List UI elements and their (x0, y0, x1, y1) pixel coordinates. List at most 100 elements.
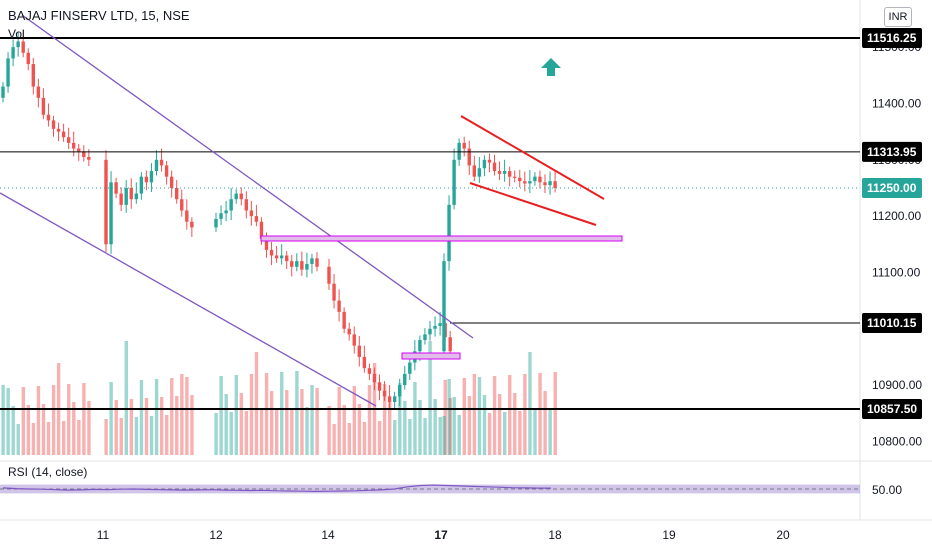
volume-bar (62, 421, 66, 455)
volume-bar (229, 412, 233, 455)
candle-body (295, 261, 299, 267)
candle-body (392, 396, 397, 402)
candle-body (77, 148, 81, 152)
time-tick-label: 14 (321, 528, 335, 542)
rsi-line (2, 484, 551, 493)
volume-bar (234, 375, 238, 455)
volume-bar (31, 423, 36, 455)
volume-bar (452, 397, 456, 455)
candle-body (66, 137, 71, 143)
volume-bar (259, 410, 264, 455)
volume-bar (119, 418, 123, 455)
candle-body (175, 187, 179, 200)
candle-body (423, 334, 427, 341)
candle-body (46, 114, 51, 121)
level-price-tag (862, 399, 922, 419)
candle-body (290, 261, 294, 267)
volume-bar (46, 422, 51, 455)
level-price-label: 11516.25 (867, 31, 917, 45)
volume-bar (342, 405, 346, 455)
candle-body (433, 325, 437, 329)
candle-body (372, 373, 377, 383)
volume-bar (72, 402, 76, 455)
volume-bar (315, 388, 319, 455)
time-tick-label: 17 (434, 528, 448, 542)
up-arrow-icon (541, 58, 561, 76)
volume-bar (553, 372, 557, 455)
time-tick-label: 19 (662, 528, 676, 542)
candle-body (438, 323, 442, 326)
volume-label: Vol (8, 27, 25, 41)
volume-bar (51, 385, 56, 455)
candle-body (447, 204, 451, 262)
volume-bar (114, 400, 118, 455)
volume-bar (87, 401, 91, 455)
candle-body (244, 199, 248, 211)
candle-body (442, 261, 446, 352)
candle-body (56, 128, 61, 132)
volume-bar (109, 382, 113, 455)
volume-bar (139, 380, 144, 455)
candle-body (518, 177, 522, 182)
candle-body (367, 368, 372, 374)
volume-bar (295, 371, 299, 455)
currency-button[interactable]: INR (884, 7, 912, 27)
volume-bar (528, 352, 532, 455)
volume-bar (190, 395, 194, 455)
volume-bar (165, 415, 169, 455)
volume-bar (175, 396, 179, 455)
volume-bar (327, 406, 331, 455)
volume-bar (154, 379, 159, 455)
candle-body (169, 176, 174, 188)
volume-bar (67, 384, 71, 455)
candle-body (279, 255, 284, 259)
candle-body (159, 159, 164, 166)
candle-layer (1, 30, 557, 410)
candle-body (408, 362, 412, 374)
volume-bar (513, 393, 517, 455)
volume-bar (448, 398, 452, 455)
volume-bar (239, 393, 244, 455)
candle-body (305, 263, 309, 270)
chart-title: BAJAJ FINSERV LTD, 15, NSE (8, 8, 190, 23)
time-axis: 11 12 14 17 18 19 20 (97, 528, 790, 542)
volume-bar (214, 413, 218, 455)
volume-bar (21, 387, 25, 455)
candle-body (72, 142, 76, 149)
candle-body (398, 385, 402, 397)
volume-bar (185, 377, 189, 455)
volume-bar (497, 394, 502, 455)
candle-body (332, 283, 336, 301)
candle-body (337, 300, 341, 312)
candle-body (87, 156, 91, 160)
time-tick-label: 12 (209, 528, 223, 542)
volume-bar (428, 341, 432, 455)
volume-bar (492, 376, 497, 455)
price-tick-label: 11200.00 (872, 209, 921, 223)
candle-body (523, 181, 527, 184)
support-zone (401, 352, 461, 360)
candle-body (144, 176, 149, 183)
volume-bar (408, 419, 412, 455)
candle-body (154, 159, 159, 172)
candle-body (387, 396, 392, 402)
candle-body (269, 249, 274, 256)
volume-bar (134, 417, 139, 455)
volume-bar (264, 373, 269, 455)
candle-body (507, 171, 512, 177)
volume-bar (393, 420, 397, 455)
candle-body (418, 340, 422, 352)
volume-bar (438, 417, 442, 455)
candle-body (6, 58, 10, 87)
volume-bar (290, 408, 294, 455)
candle-body (538, 176, 542, 183)
volume-bar (398, 383, 402, 455)
volume-bar (269, 391, 274, 455)
volume-bar (16, 424, 20, 455)
candle-body (327, 266, 331, 284)
candle-body (452, 159, 456, 205)
candle-body (234, 193, 238, 200)
candle-body (16, 41, 20, 48)
candle-body (285, 255, 289, 262)
